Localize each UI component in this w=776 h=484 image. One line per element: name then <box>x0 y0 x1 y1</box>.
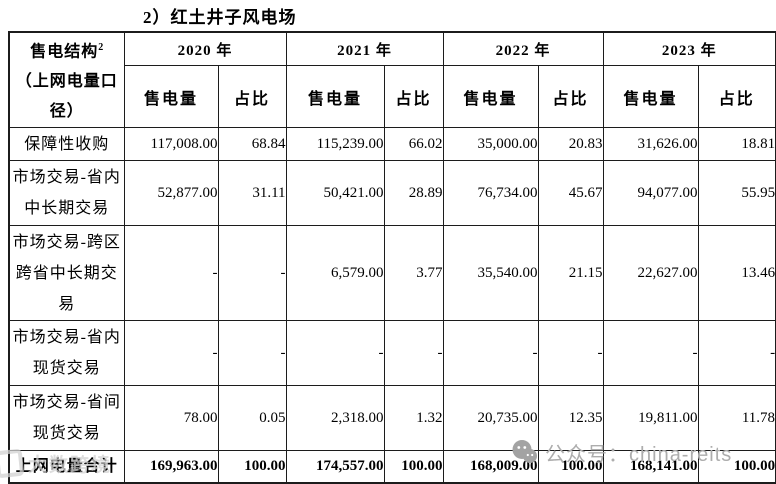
value-cell: 19,811.00 <box>602 385 699 452</box>
row-label: 保障性收购 <box>8 127 125 162</box>
value-cell: 13.46 <box>697 225 776 322</box>
value-cell: 117,008.00 <box>123 127 219 162</box>
value-cell: - <box>285 320 385 387</box>
row-label: 市场交易-省内中长期交易 <box>8 160 125 227</box>
value-cell: 100.00 <box>537 450 604 484</box>
value-cell: 76,734.00 <box>442 160 539 227</box>
value-cell: 31,626.00 <box>602 127 699 162</box>
table-row: 市场交易-省内现货交易 - - - - - - - - <box>8 320 776 387</box>
subheader-volume: 售电量 <box>602 65 699 129</box>
value-cell: 1.32 <box>383 385 444 452</box>
row-label: 市场交易-省内现货交易 <box>8 320 125 387</box>
total-row-label: 上网电量合计 <box>8 450 125 484</box>
value-cell: 11.78 <box>697 385 776 452</box>
subheader-share: 占比 <box>217 65 287 129</box>
value-cell: 55.95 <box>697 160 776 227</box>
value-cell: 3.77 <box>383 225 444 322</box>
value-cell: 22,627.00 <box>602 225 699 322</box>
table-row: 保障性收购 117,008.00 68.84 115,239.00 66.02 … <box>8 127 776 162</box>
value-cell: 45.67 <box>537 160 604 227</box>
value-cell: 0.05 <box>217 385 287 452</box>
value-cell: 78.00 <box>123 385 219 452</box>
value-cell: 169,963.00 <box>123 450 219 484</box>
value-cell: - <box>217 320 287 387</box>
corner-header-line1: 售电结构2 <box>10 33 123 67</box>
subheader-volume: 售电量 <box>123 65 219 129</box>
value-cell: 100.00 <box>217 450 287 484</box>
value-cell: 52,877.00 <box>123 160 219 227</box>
subheader-share: 占比 <box>697 65 776 129</box>
subheader-volume: 售电量 <box>285 65 385 129</box>
corner-header-line2: （上网电量口径） <box>15 73 118 121</box>
corner-header: 售电结构2 （上网电量口径） <box>8 31 125 129</box>
value-cell: 2,318.00 <box>285 385 385 452</box>
value-cell: 94,077.00 <box>602 160 699 227</box>
row-label: 市场交易-省间现货交易 <box>8 385 125 452</box>
value-cell: - <box>537 320 604 387</box>
value-cell: 6,579.00 <box>285 225 385 322</box>
value-cell: 115,239.00 <box>285 127 385 162</box>
row-label: 市场交易-跨区跨省中长期交易 <box>8 225 125 322</box>
subheader-share: 占比 <box>537 65 604 129</box>
value-cell: 35,000.00 <box>442 127 539 162</box>
value-cell: - <box>442 320 539 387</box>
value-cell: 66.02 <box>383 127 444 162</box>
value-cell: 18.81 <box>697 127 776 162</box>
value-cell: 168,141.00 <box>602 450 699 484</box>
year-header-row: 售电结构2 （上网电量口径） 2020 年 2021 年 2022 年 2023… <box>8 31 776 129</box>
year-header: 2023 年 <box>602 31 776 67</box>
value-cell: - <box>217 225 287 322</box>
value-cell: 35,540.00 <box>442 225 539 322</box>
value-cell: 20,735.00 <box>442 385 539 452</box>
subheader-volume: 售电量 <box>442 65 539 129</box>
value-cell: - <box>697 320 776 387</box>
subheader-share: 占比 <box>383 65 444 129</box>
table-row: 市场交易-跨区跨省中长期交易 - - 6,579.00 3.77 35,540.… <box>8 225 776 322</box>
value-cell: 174,557.00 <box>285 450 385 484</box>
corner-header-text: 售电结构 <box>30 43 99 61</box>
table-row: 市场交易-省间现货交易 78.00 0.05 2,318.00 1.32 20,… <box>8 385 776 452</box>
value-cell: 68.84 <box>217 127 287 162</box>
value-cell: - <box>602 320 699 387</box>
value-cell: 28.89 <box>383 160 444 227</box>
value-cell: 20.83 <box>537 127 604 162</box>
section-title: 2）红土井子风电场 <box>143 8 297 27</box>
value-cell: 168,009.00 <box>442 450 539 484</box>
year-header: 2022 年 <box>442 31 604 67</box>
value-cell: 12.35 <box>537 385 604 452</box>
value-cell: - <box>383 320 444 387</box>
value-cell: - <box>123 320 219 387</box>
sub-header-row: 售电量 占比 售电量 占比 售电量 占比 售电量 占比 <box>9 65 776 129</box>
value-cell: - <box>123 225 219 322</box>
value-cell: 100.00 <box>697 450 776 484</box>
power-sales-table: 售电结构2 （上网电量口径） 2020 年 2021 年 2022 年 2023… <box>8 31 776 484</box>
total-row: 上网电量合计 169,963.00 100.00 174,557.00 100.… <box>8 450 776 484</box>
value-cell: 50,421.00 <box>285 160 385 227</box>
value-cell: 100.00 <box>383 450 444 484</box>
year-header: 2020 年 <box>123 31 287 67</box>
value-cell: 31.11 <box>217 160 287 227</box>
footnote-marker: 2 <box>98 42 104 53</box>
year-header: 2021 年 <box>285 31 444 67</box>
value-cell: 21.15 <box>537 225 604 322</box>
table-row: 市场交易-省内中长期交易 52,877.00 31.11 50,421.00 2… <box>8 160 776 227</box>
